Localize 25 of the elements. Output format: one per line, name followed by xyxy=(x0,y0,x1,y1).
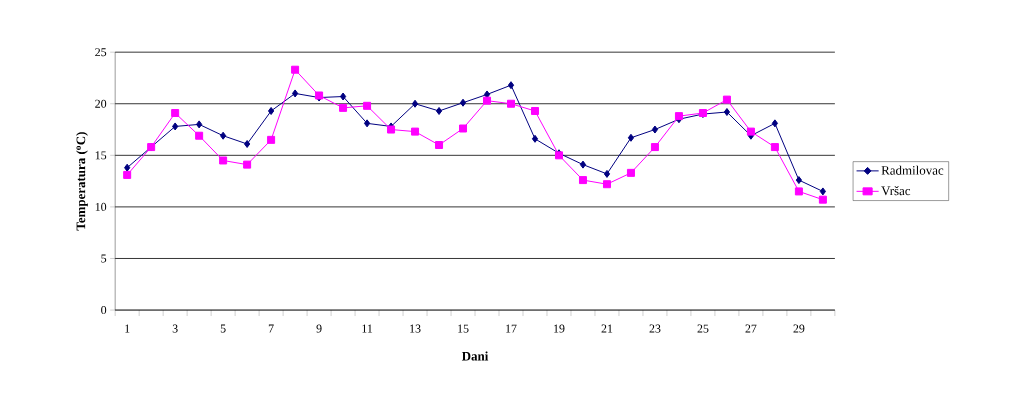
legend-label: Vršac xyxy=(881,185,911,196)
x-axis-title: Dani xyxy=(461,351,489,361)
x-tick-label: 13 xyxy=(410,324,421,333)
x-tick-label: 5 xyxy=(220,324,226,333)
y-axis-title: Temperatura ($^{o}$C) xyxy=(76,132,88,231)
x-tick-label: 15 xyxy=(458,324,469,333)
x-tick-label: 11 xyxy=(362,324,373,333)
x-tick-label: 25 xyxy=(697,324,709,333)
x-tick-label: 29 xyxy=(793,324,805,333)
x-tick-label: 27 xyxy=(745,324,757,333)
y-tick-label: 10 xyxy=(95,202,107,211)
x-tick-label: 23 xyxy=(649,324,661,333)
y-tick-label: 15 xyxy=(95,151,107,160)
y-tick-label: 5 xyxy=(101,254,107,263)
y-tick-label: 20 xyxy=(95,99,107,108)
x-tick-label: 19 xyxy=(554,324,565,333)
x-tick-label: 17 xyxy=(506,324,517,333)
x-tick-label: 3 xyxy=(172,324,178,333)
x-tick-label: 7 xyxy=(268,324,274,333)
x-tick-label: 21 xyxy=(601,324,613,333)
x-tick-label: 9 xyxy=(316,324,322,333)
x-tick-label: 1 xyxy=(125,324,130,333)
y-tick-label: 0 xyxy=(101,305,107,314)
y-tick-label: 25 xyxy=(95,48,107,57)
legend-label: Radmilovac xyxy=(881,165,944,175)
